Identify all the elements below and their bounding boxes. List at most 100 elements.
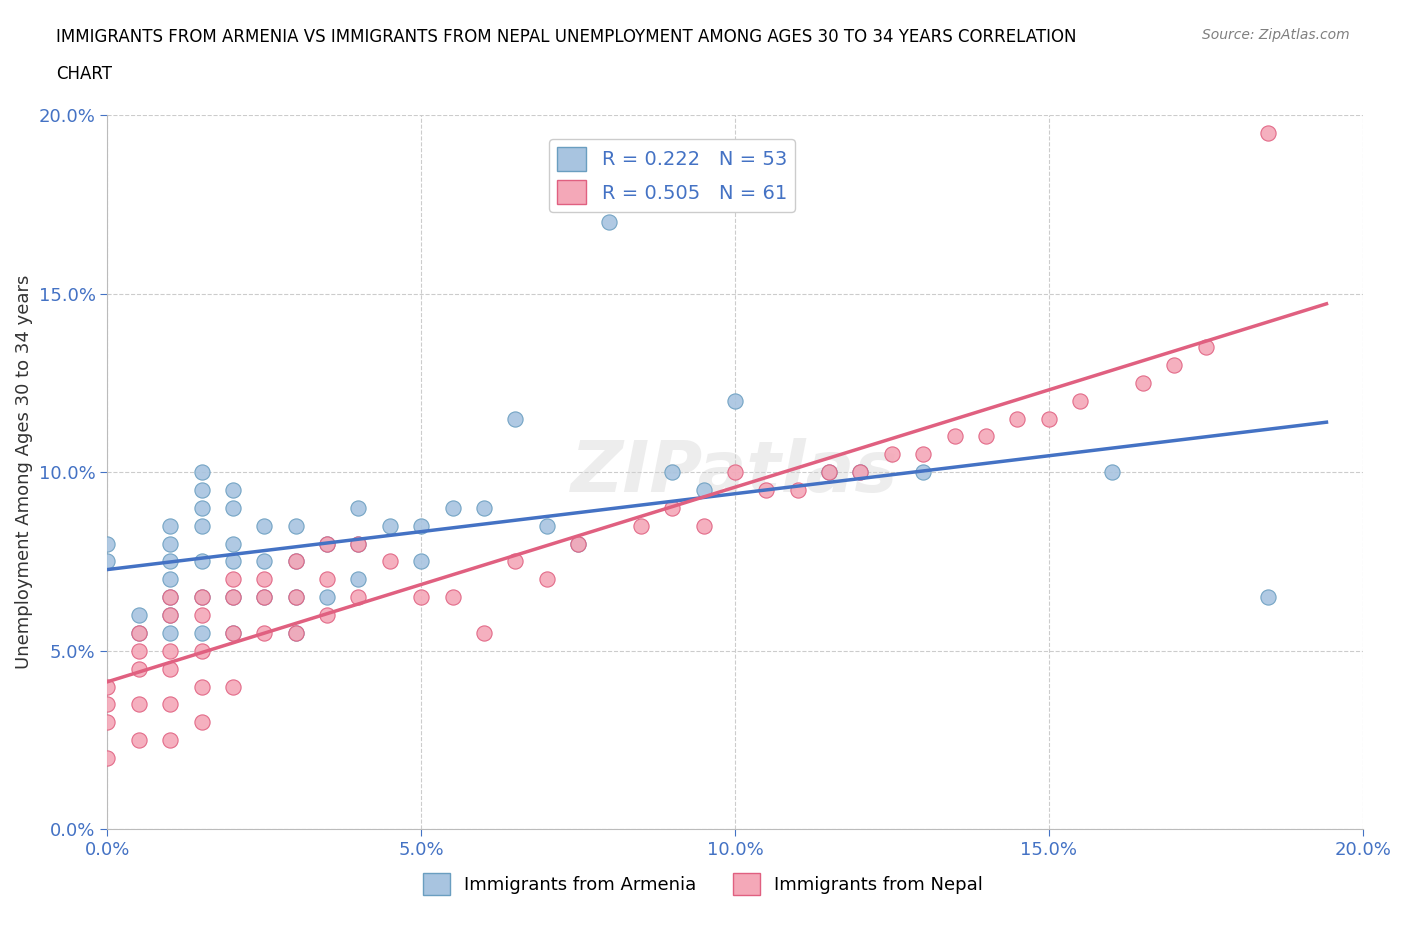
Point bbox=[1038, 411, 1060, 426]
Point bbox=[692, 518, 714, 533]
Point bbox=[190, 465, 212, 480]
Point bbox=[661, 500, 683, 515]
Point bbox=[284, 590, 307, 604]
Point bbox=[505, 554, 527, 569]
Point bbox=[128, 626, 150, 641]
Point bbox=[378, 554, 401, 569]
Point bbox=[159, 607, 181, 622]
Point bbox=[347, 500, 370, 515]
Point bbox=[222, 626, 245, 641]
Point bbox=[96, 715, 118, 730]
Legend: R = 0.222   N = 53, R = 0.505   N = 61: R = 0.222 N = 53, R = 0.505 N = 61 bbox=[550, 139, 794, 212]
Point bbox=[818, 465, 841, 480]
Point bbox=[567, 537, 589, 551]
Point bbox=[347, 537, 370, 551]
Point bbox=[284, 590, 307, 604]
Point bbox=[253, 626, 276, 641]
Point bbox=[190, 679, 212, 694]
Point bbox=[190, 590, 212, 604]
Point bbox=[284, 554, 307, 569]
Point bbox=[159, 661, 181, 676]
Point bbox=[190, 554, 212, 569]
Point bbox=[316, 607, 339, 622]
Point bbox=[96, 751, 118, 765]
Point bbox=[536, 572, 558, 587]
Point bbox=[849, 465, 872, 480]
Point bbox=[96, 554, 118, 569]
Point bbox=[190, 626, 212, 641]
Point bbox=[316, 537, 339, 551]
Point bbox=[159, 537, 181, 551]
Point bbox=[1101, 465, 1123, 480]
Point bbox=[1257, 590, 1279, 604]
Point bbox=[159, 626, 181, 641]
Point bbox=[222, 500, 245, 515]
Point bbox=[222, 554, 245, 569]
Point bbox=[159, 590, 181, 604]
Point bbox=[1132, 376, 1154, 391]
Point bbox=[96, 697, 118, 711]
Point bbox=[441, 590, 464, 604]
Point bbox=[190, 518, 212, 533]
Point bbox=[472, 626, 495, 641]
Point bbox=[222, 572, 245, 587]
Point bbox=[128, 733, 150, 748]
Point bbox=[222, 679, 245, 694]
Point bbox=[786, 483, 808, 498]
Point bbox=[159, 697, 181, 711]
Point bbox=[912, 447, 935, 462]
Point bbox=[190, 500, 212, 515]
Point bbox=[253, 590, 276, 604]
Point bbox=[880, 447, 903, 462]
Point bbox=[190, 483, 212, 498]
Point bbox=[411, 518, 433, 533]
Text: ZIPatlas: ZIPatlas bbox=[571, 438, 898, 507]
Point bbox=[159, 590, 181, 604]
Text: IMMIGRANTS FROM ARMENIA VS IMMIGRANTS FROM NEPAL UNEMPLOYMENT AMONG AGES 30 TO 3: IMMIGRANTS FROM ARMENIA VS IMMIGRANTS FR… bbox=[56, 28, 1077, 46]
Point bbox=[755, 483, 778, 498]
Point bbox=[284, 518, 307, 533]
Point bbox=[316, 537, 339, 551]
Point bbox=[96, 679, 118, 694]
Point bbox=[411, 590, 433, 604]
Point bbox=[505, 411, 527, 426]
Point bbox=[472, 500, 495, 515]
Point bbox=[96, 537, 118, 551]
Point bbox=[159, 554, 181, 569]
Y-axis label: Unemployment Among Ages 30 to 34 years: Unemployment Among Ages 30 to 34 years bbox=[15, 275, 32, 670]
Point bbox=[190, 590, 212, 604]
Point bbox=[347, 590, 370, 604]
Point bbox=[159, 644, 181, 658]
Point bbox=[159, 733, 181, 748]
Point bbox=[128, 661, 150, 676]
Point bbox=[974, 429, 997, 444]
Point bbox=[284, 626, 307, 641]
Point bbox=[159, 572, 181, 587]
Point bbox=[253, 572, 276, 587]
Point bbox=[724, 465, 747, 480]
Point bbox=[284, 554, 307, 569]
Point bbox=[912, 465, 935, 480]
Point bbox=[128, 644, 150, 658]
Point bbox=[316, 590, 339, 604]
Point bbox=[1195, 339, 1218, 354]
Point bbox=[159, 607, 181, 622]
Point bbox=[630, 518, 652, 533]
Point bbox=[222, 537, 245, 551]
Point bbox=[567, 537, 589, 551]
Point bbox=[253, 590, 276, 604]
Text: CHART: CHART bbox=[56, 65, 112, 83]
Point bbox=[411, 554, 433, 569]
Point bbox=[1069, 393, 1091, 408]
Point bbox=[818, 465, 841, 480]
Point bbox=[441, 500, 464, 515]
Point bbox=[253, 518, 276, 533]
Point bbox=[849, 465, 872, 480]
Point bbox=[1163, 358, 1185, 373]
Text: Source: ZipAtlas.com: Source: ZipAtlas.com bbox=[1202, 28, 1350, 42]
Legend: Immigrants from Armenia, Immigrants from Nepal: Immigrants from Armenia, Immigrants from… bbox=[416, 866, 990, 902]
Point bbox=[943, 429, 966, 444]
Point bbox=[253, 554, 276, 569]
Point bbox=[222, 626, 245, 641]
Point bbox=[222, 590, 245, 604]
